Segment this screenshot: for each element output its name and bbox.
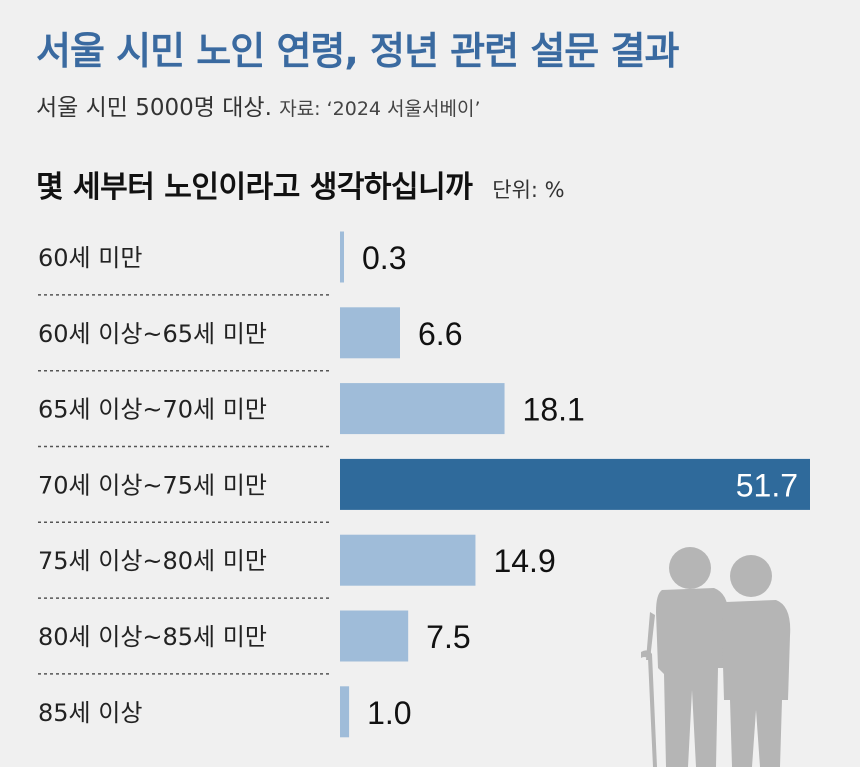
bar — [340, 383, 505, 435]
unit-label: 단위: % — [492, 178, 565, 202]
question-text: 몇 세부터 노인이라고 생각하십니까 — [36, 170, 473, 205]
category-label: 80세 이상~85세 미만 — [38, 623, 267, 651]
category-label: 60세 이상~65세 미만 — [38, 320, 267, 348]
value-label: 51.7 — [736, 467, 798, 503]
bar — [340, 534, 476, 586]
value-label: 14.9 — [493, 543, 555, 579]
category-label: 60세 미만 — [38, 244, 142, 272]
chart-subtitle: 서울 시민 5000명 대상. 자료: ‘2024 서울서베이’ — [36, 88, 481, 122]
survey-scope: 서울 시민 5000명 대상. — [36, 95, 272, 121]
value-label: 18.1 — [523, 392, 585, 428]
value-label: 6.6 — [418, 316, 462, 352]
category-label: 75세 이상~80세 미만 — [38, 547, 267, 575]
data-source: 자료: ‘2024 서울서베이’ — [279, 98, 481, 120]
value-label: 1.0 — [367, 695, 411, 731]
value-label: 7.5 — [426, 619, 470, 655]
bar — [340, 610, 409, 662]
chart-title: 서울 시민 노인 연령, 정년 관련 설문 결과 — [36, 29, 679, 73]
category-label: 70세 이상~75세 미만 — [38, 471, 267, 499]
chart-question: 몇 세부터 노인이라고 생각하십니까 단위: % — [36, 162, 565, 206]
value-label: 0.3 — [362, 240, 406, 276]
bar — [340, 231, 344, 283]
bar — [340, 458, 810, 510]
category-label: 85세 이상 — [38, 699, 142, 727]
bar — [340, 307, 400, 359]
bar — [340, 686, 350, 738]
category-label: 65세 이상~70세 미만 — [38, 396, 267, 424]
